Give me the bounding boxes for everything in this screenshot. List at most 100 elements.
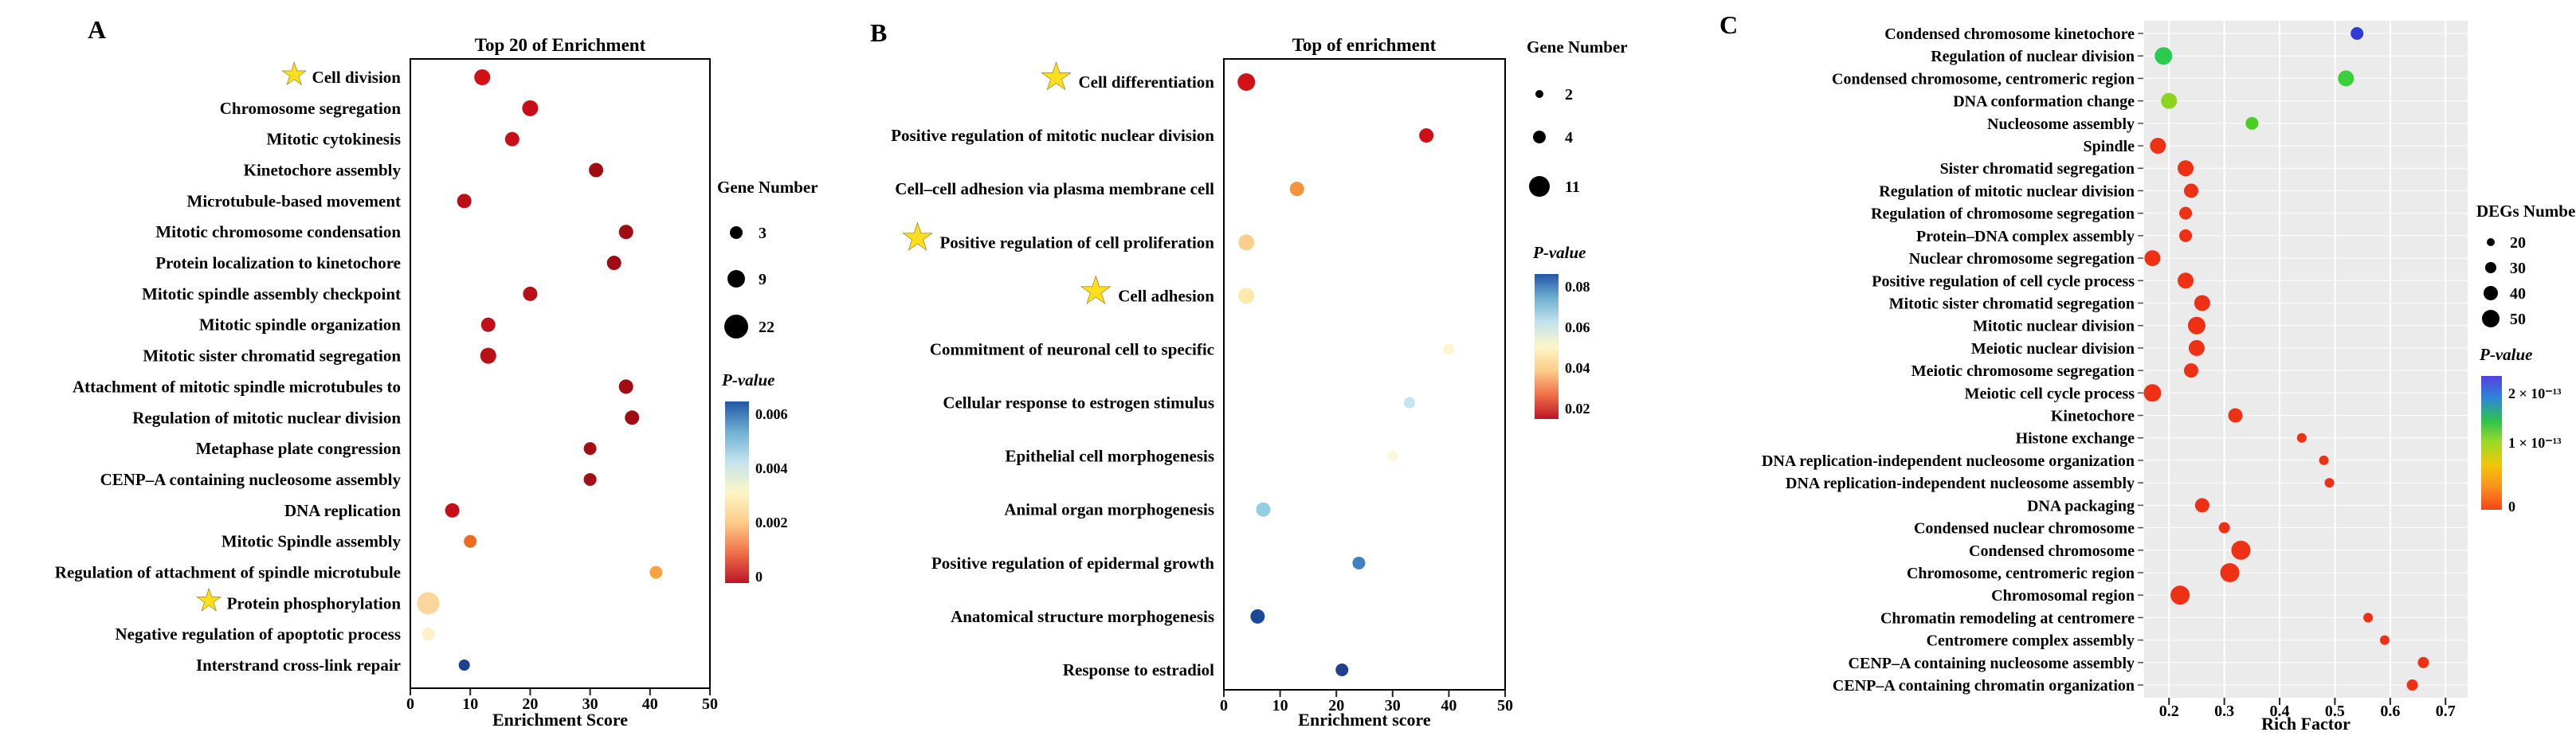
size-legend-label: 3 [759, 225, 767, 242]
category-label: Regulation of nuclear division [1931, 48, 2135, 65]
category-label: Mitotic spindle organization [199, 315, 401, 335]
pvalue-tick-label: 0 [2508, 499, 2515, 515]
x-tick-label: 0 [1220, 697, 1228, 714]
data-point [2338, 70, 2354, 87]
panel-a-chart: ★ Cell division Chromosome segregation Mit… [55, 15, 818, 730]
x-tick-label: 0.5 [2325, 703, 2345, 720]
panel-c-chart: Condensed chromosome kinetochore Regulati… [1719, 10, 2576, 734]
category-label: Mitotic chromosome condensation [155, 222, 401, 241]
category-label: Spindle [2084, 138, 2135, 155]
pvalue-tick-label: 0.006 [755, 406, 788, 422]
data-point [2296, 433, 2307, 443]
category-label: Animal organ morphogenesis [1004, 500, 1214, 519]
category-label: Cell–cell adhesion via plasma membrane c… [895, 179, 1214, 198]
category-label: Regulation of attachment of spindle micr… [55, 562, 401, 581]
size-legend-dot [1535, 90, 1543, 98]
data-point [618, 379, 633, 394]
data-point [523, 286, 538, 301]
category-label: Meiotic nuclear division [1971, 340, 2135, 358]
category-label: Mitotic Spindle assembly [222, 532, 402, 551]
data-point [583, 472, 597, 486]
pvalue-tick-label: 0.06 [1565, 319, 1590, 335]
data-point [2143, 384, 2162, 402]
category-label: Chromosome segregation [220, 99, 402, 118]
data-point [2179, 206, 2193, 220]
category-label: Mitotic spindle assembly checkpoint [142, 284, 401, 303]
category-label: Cellular response to estrogen stimulus [943, 393, 1214, 413]
size-legend-label: 11 [1565, 178, 1580, 196]
data-point [2231, 540, 2251, 560]
size-legend-dot [727, 270, 745, 288]
x-tick-label: 0.3 [2214, 703, 2234, 720]
data-point [2324, 478, 2335, 488]
data-point [649, 566, 663, 579]
x-axis-label: Rich Factor [2261, 714, 2351, 734]
pvalue-colorbar [1535, 274, 1559, 419]
x-axis-label: Enrichment score [1298, 710, 1431, 730]
data-point [2187, 316, 2205, 335]
data-point [522, 100, 539, 116]
data-point [1335, 664, 1349, 676]
x-tick-label: 10 [1272, 697, 1288, 714]
data-point [445, 503, 460, 518]
data-point [2150, 138, 2166, 155]
size-legend-dot [730, 226, 743, 239]
data-point [1386, 450, 1398, 462]
data-point [2144, 250, 2161, 267]
category-label: Mitotic cytokinesis [266, 130, 401, 149]
category-label: Protein–DNA complex assembly [1916, 228, 2135, 245]
x-tick-label: 50 [702, 695, 718, 713]
category-label: Condensed chromosome [1969, 542, 2135, 560]
data-point [2194, 498, 2209, 513]
panel-letter: C [1719, 10, 1738, 39]
pvalue-colorbar [2481, 376, 2502, 510]
data-point [1403, 397, 1415, 409]
category-label: DNA replication-independent nucleosome a… [1786, 475, 2135, 492]
data-point [474, 69, 491, 85]
category-label: CENP–A containing nucleosome assembly [1849, 655, 2135, 672]
size-legend-label: 30 [2510, 260, 2526, 277]
size-legend-dot [2485, 262, 2496, 273]
x-tick-label: 20 [1328, 697, 1344, 714]
data-point [464, 534, 477, 548]
data-point [1238, 288, 1255, 304]
category-label: Sister chromatid segregation [1940, 160, 2135, 178]
data-point [2155, 47, 2173, 65]
data-point [2319, 455, 2329, 465]
size-legend-label: 22 [759, 319, 774, 336]
plot-background [2144, 21, 2468, 698]
pvalue-tick-label: 0 [755, 569, 763, 585]
data-point [1352, 556, 1366, 570]
pvalue-tick-label: 0.04 [1565, 360, 1590, 376]
panel-letter: A [88, 15, 106, 44]
category-label: Metaphase plate congression [196, 439, 402, 458]
panel-title: Top of enrichment [1292, 35, 1437, 55]
category-label: ★ Cell adhesion [1081, 272, 1214, 308]
category-label: ★ Cell division [283, 60, 401, 88]
size-legend-dot [1529, 176, 1550, 197]
data-point [457, 194, 472, 209]
x-tick-label: 0.6 [2380, 703, 2400, 720]
category-label: Condensed chromosome kinetochore [1884, 25, 2135, 43]
category-label: Positive regulation of mitotic nuclear d… [891, 126, 1214, 145]
category-label: Kinetochore assembly [244, 161, 402, 180]
x-tick-label: 40 [1441, 697, 1457, 714]
category-label: CENP–A containing nucleosome assembly [100, 470, 402, 489]
category-label: Microtubule-based movement [187, 191, 402, 210]
category-label: Positive regulation of cell cycle proces… [1872, 272, 2135, 290]
category-label: Nuclear chromosome segregation [1909, 250, 2135, 268]
star-icon: ★ [904, 219, 940, 255]
data-point [458, 660, 470, 671]
category-label: DNA packaging [2027, 497, 2135, 515]
data-point [1443, 343, 1455, 355]
data-point [2178, 160, 2194, 177]
category-label: DNA conformation change [1953, 93, 2135, 111]
size-legend-label: 9 [759, 271, 767, 288]
x-tick-label: 0 [406, 695, 414, 713]
pvalue-tick-label: 0.08 [1565, 279, 1590, 295]
category-label: ★ Protein phosphorylation [198, 585, 401, 614]
category-label: CENP–A containing chromatin organization [1833, 677, 2135, 695]
x-tick-label: 10 [462, 695, 478, 713]
category-label: Condensed nuclear chromosome [1914, 520, 2135, 538]
data-point [504, 131, 520, 147]
